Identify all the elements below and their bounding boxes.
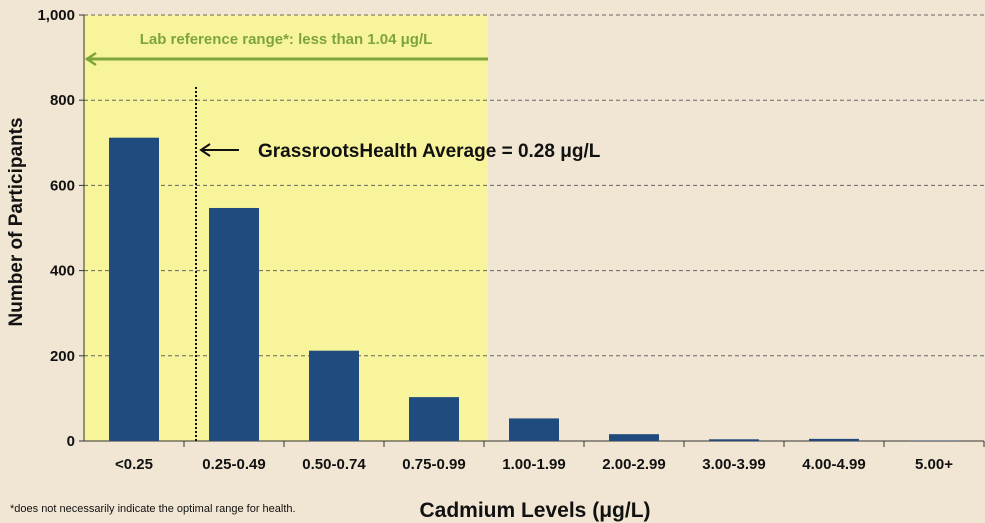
bar <box>409 397 459 441</box>
bar <box>609 434 659 441</box>
y-tick-label: 600 <box>50 177 75 194</box>
bars <box>109 137 959 442</box>
y-tick-label: 1,000 <box>37 7 75 24</box>
x-tick-label: 0.25-0.49 <box>202 456 265 473</box>
y-tick-label: 800 <box>50 92 75 109</box>
x-tick-label: 0.75-0.99 <box>402 456 465 473</box>
bar <box>209 207 259 441</box>
bar <box>709 439 759 441</box>
average-label: GrassrootsHealth Average = 0.28 μg/L <box>258 141 601 162</box>
y-axis-title: Number of Participants <box>6 117 27 326</box>
annotations: Lab reference range*: less than 1.04 μg/… <box>84 31 601 441</box>
x-tick-label: 3.00-3.99 <box>702 456 765 473</box>
bar <box>109 137 159 442</box>
x-tick-label: 4.00-4.99 <box>802 456 865 473</box>
reference-range-label: Lab reference range*: less than 1.04 μg/… <box>140 31 433 48</box>
y-tick-label: 0 <box>67 433 75 450</box>
footnote: *does not necessarily indicate the optim… <box>10 503 296 515</box>
reference-range-arrowhead <box>84 51 97 67</box>
bar <box>509 418 559 441</box>
x-tick-label: 2.00-2.99 <box>602 456 665 473</box>
bar <box>309 350 359 441</box>
x-axis-title: Cadmium Levels (μg/L) <box>419 499 650 522</box>
x-tick-label: <0.25 <box>115 456 153 473</box>
x-tick-label: 0.50-0.74 <box>302 456 366 473</box>
average-arrowhead <box>199 143 211 157</box>
y-tick-label: 200 <box>50 348 75 365</box>
y-tick-label: 400 <box>50 263 75 280</box>
bar <box>809 438 859 441</box>
x-tick-label: 1.00-1.99 <box>502 456 565 473</box>
x-tick-label: 5.00+ <box>915 456 953 473</box>
